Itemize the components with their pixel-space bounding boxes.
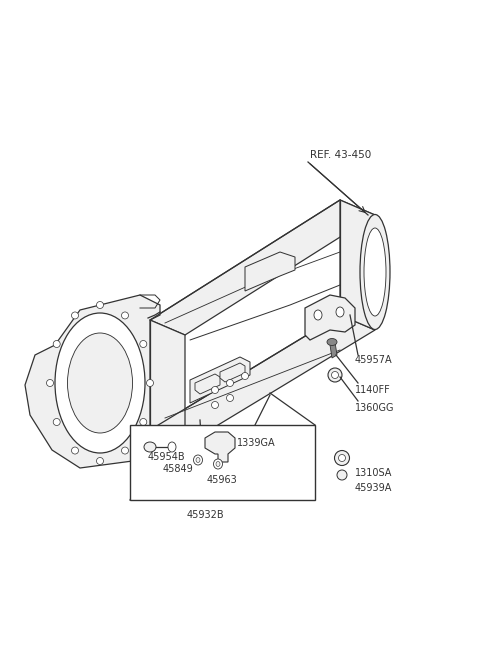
Text: 45957A: 45957A [355, 355, 393, 365]
Text: REF. 43-450: REF. 43-450 [310, 150, 371, 160]
Polygon shape [150, 315, 375, 445]
Ellipse shape [53, 419, 60, 426]
Ellipse shape [146, 379, 154, 386]
Ellipse shape [241, 373, 249, 379]
Ellipse shape [214, 459, 223, 469]
Ellipse shape [314, 310, 322, 320]
Ellipse shape [96, 457, 104, 464]
Ellipse shape [72, 312, 79, 319]
Ellipse shape [55, 313, 145, 453]
Polygon shape [245, 252, 295, 291]
Polygon shape [330, 342, 337, 358]
Polygon shape [150, 320, 185, 445]
Ellipse shape [193, 455, 203, 465]
Polygon shape [220, 363, 245, 382]
Text: 1339GA: 1339GA [237, 438, 276, 448]
Ellipse shape [336, 307, 344, 317]
Ellipse shape [364, 228, 386, 316]
Ellipse shape [168, 442, 176, 452]
Polygon shape [25, 295, 160, 468]
Ellipse shape [212, 386, 218, 394]
Ellipse shape [335, 451, 349, 466]
Ellipse shape [216, 462, 220, 466]
Ellipse shape [121, 312, 129, 319]
Polygon shape [340, 200, 375, 330]
Ellipse shape [96, 301, 104, 309]
Bar [130, 425, 315, 500]
Ellipse shape [140, 341, 147, 348]
Text: 45849: 45849 [163, 464, 194, 474]
Text: 1360GG: 1360GG [355, 403, 395, 413]
Ellipse shape [332, 371, 338, 379]
Ellipse shape [327, 339, 337, 345]
Ellipse shape [227, 394, 233, 402]
Text: 1140FF: 1140FF [355, 385, 391, 395]
Text: 45963: 45963 [207, 475, 238, 485]
Ellipse shape [328, 368, 342, 382]
Polygon shape [205, 432, 235, 462]
Ellipse shape [196, 457, 200, 462]
Ellipse shape [53, 341, 60, 348]
Ellipse shape [47, 379, 53, 386]
Text: 45954B: 45954B [148, 452, 186, 462]
Ellipse shape [140, 419, 147, 426]
Text: 1310SA: 1310SA [355, 468, 392, 478]
Polygon shape [305, 295, 355, 340]
Ellipse shape [72, 447, 79, 454]
Text: 45939A: 45939A [355, 483, 392, 493]
Ellipse shape [337, 470, 347, 480]
Ellipse shape [121, 447, 129, 454]
Polygon shape [195, 374, 220, 394]
Ellipse shape [212, 402, 218, 409]
Polygon shape [190, 357, 250, 403]
Polygon shape [150, 200, 375, 335]
Ellipse shape [68, 333, 132, 433]
Ellipse shape [227, 379, 233, 386]
Ellipse shape [360, 214, 390, 329]
Ellipse shape [144, 442, 156, 452]
Ellipse shape [338, 455, 346, 462]
Text: 45932B: 45932B [187, 510, 225, 520]
